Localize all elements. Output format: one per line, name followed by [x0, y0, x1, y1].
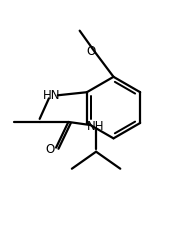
Text: NH: NH: [87, 120, 105, 132]
Text: O: O: [45, 143, 54, 156]
Text: HN: HN: [43, 89, 61, 102]
Text: O: O: [87, 45, 96, 58]
